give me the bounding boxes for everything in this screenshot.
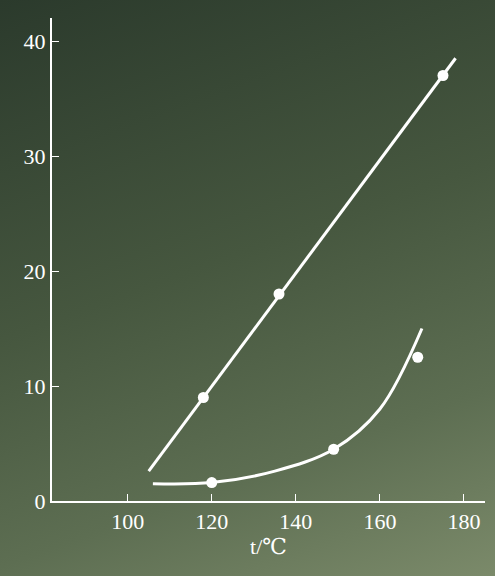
svg-text:100: 100 (111, 509, 144, 534)
svg-text:40: 40 (24, 29, 46, 54)
svg-text:140: 140 (279, 509, 312, 534)
svg-text:120: 120 (195, 509, 228, 534)
svg-text:30: 30 (24, 144, 46, 169)
svg-text:160: 160 (363, 509, 396, 534)
svg-text:10: 10 (24, 374, 46, 399)
svg-text:t/℃: t/℃ (250, 534, 287, 559)
svg-text:180: 180 (447, 509, 480, 534)
svg-text:0: 0 (35, 489, 46, 514)
svg-text:20: 20 (24, 259, 46, 284)
